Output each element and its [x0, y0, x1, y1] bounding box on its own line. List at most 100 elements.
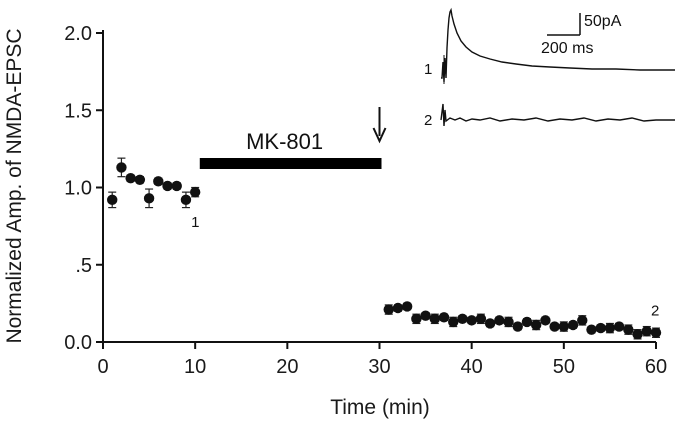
data-marker — [438, 312, 450, 323]
data-point — [494, 315, 505, 326]
data-point — [549, 321, 560, 332]
y-axis-title: Normalized Amp. of NMDA-EPSC — [3, 28, 26, 343]
data-marker — [143, 193, 155, 204]
data-marker — [503, 316, 514, 328]
data-marker — [171, 180, 182, 192]
data-point — [567, 319, 579, 331]
data-points — [107, 157, 662, 340]
data-marker — [420, 310, 431, 321]
data-point — [411, 313, 422, 325]
inset-traces: 1 2 50pA 200 ms — [424, 7, 675, 129]
data-marker — [484, 318, 496, 329]
data-point — [429, 313, 440, 325]
x-tick-label: 20 — [276, 356, 298, 378]
data-point — [420, 310, 431, 321]
data-marker — [595, 322, 606, 334]
data-marker — [411, 313, 422, 325]
mk801-application-bar — [199, 158, 382, 169]
data-point — [107, 191, 118, 209]
data-point — [438, 312, 450, 323]
data-point — [623, 324, 634, 335]
data-marker — [567, 319, 579, 331]
scale-bar-amplitude: 50pA — [584, 13, 622, 30]
data-point — [401, 301, 413, 312]
data-marker — [180, 194, 192, 206]
data-point — [448, 316, 459, 328]
data-marker — [466, 315, 477, 326]
data-marker — [623, 324, 634, 335]
data-marker — [530, 319, 542, 331]
data-marker — [549, 321, 560, 332]
data-point — [521, 316, 533, 328]
data-point — [116, 157, 127, 178]
data-marker — [401, 301, 413, 312]
data-marker — [613, 321, 625, 332]
data-point — [457, 313, 468, 325]
data-point — [650, 327, 662, 338]
data-marker — [512, 321, 523, 332]
mk801-label: MK-801 — [246, 129, 323, 154]
data-marker — [153, 176, 164, 187]
data-point — [153, 176, 164, 187]
data-point — [392, 302, 404, 314]
data-marker — [604, 322, 616, 334]
x-tick-label: 60 — [645, 356, 667, 378]
data-point — [604, 322, 616, 334]
data-point — [466, 315, 477, 326]
trace-2 — [440, 103, 675, 127]
x-tick-label: 50 — [553, 356, 575, 378]
data-marker — [540, 315, 551, 326]
trace-1 — [441, 7, 675, 83]
y-tick-label: .5 — [75, 255, 92, 277]
data-marker — [448, 316, 459, 328]
data-point — [143, 188, 155, 209]
data-marker — [383, 304, 394, 315]
data-point — [530, 319, 542, 331]
data-marker — [392, 302, 404, 314]
data-point — [632, 329, 643, 340]
data-marker — [521, 316, 533, 328]
x-tick-label: 40 — [461, 356, 483, 378]
data-marker — [134, 174, 146, 185]
data-point — [484, 318, 496, 329]
data-marker — [457, 313, 468, 325]
data-marker — [429, 313, 440, 325]
scale-bar-time: 200 ms — [541, 40, 593, 57]
data-point — [162, 180, 173, 192]
data-marker — [107, 194, 118, 206]
data-marker — [116, 162, 127, 173]
data-marker — [189, 186, 201, 198]
data-marker — [586, 324, 597, 335]
data-marker — [162, 180, 173, 192]
y-tick-label: 1.5 — [64, 100, 92, 122]
data-point — [475, 313, 487, 325]
point-label-2: 2 — [651, 303, 659, 320]
x-tick-label: 0 — [97, 356, 108, 378]
data-point — [125, 173, 136, 184]
data-point — [613, 321, 625, 332]
data-marker — [641, 325, 652, 337]
y-tick-label: 2.0 — [64, 23, 92, 45]
down-arrow-icon — [372, 107, 387, 144]
data-marker — [558, 321, 570, 332]
x-tick-label: 10 — [184, 356, 206, 378]
trace-label-1: 1 — [424, 61, 432, 78]
scale-bar: 50pA 200 ms — [541, 13, 622, 57]
data-point — [540, 315, 551, 326]
x-axis-title: Time (min) — [330, 396, 430, 419]
data-marker — [650, 327, 662, 338]
data-point — [180, 191, 192, 209]
data-point — [134, 174, 146, 185]
data-point — [171, 180, 182, 192]
axes: 0.0 .5 1.0 1.5 2.0 0 10 20 30 40 50 60 — [64, 23, 667, 378]
trace-label-2: 2 — [424, 112, 432, 129]
x-tick-label: 30 — [368, 356, 390, 378]
data-point — [577, 315, 588, 326]
data-marker — [125, 173, 136, 184]
y-tick-label: 0.0 — [64, 332, 92, 354]
data-point — [503, 316, 514, 328]
data-marker — [475, 313, 487, 325]
data-point — [586, 324, 597, 335]
point-label-1: 1 — [191, 214, 199, 231]
